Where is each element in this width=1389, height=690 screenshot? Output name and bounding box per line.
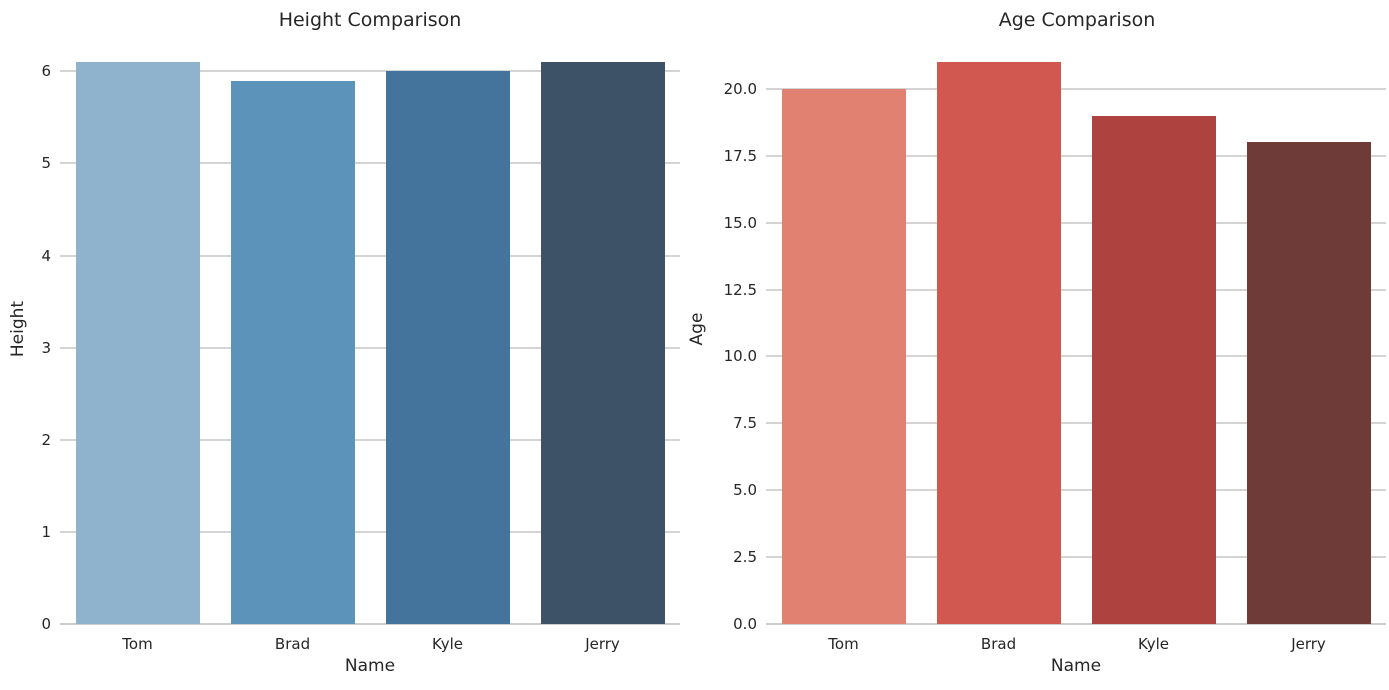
bar-tom bbox=[781, 88, 906, 624]
gridline bbox=[60, 254, 680, 257]
gridline bbox=[766, 422, 1386, 425]
x-tick-label: Tom bbox=[828, 635, 859, 653]
gridline bbox=[766, 556, 1386, 559]
x-tick-label: Kyle bbox=[431, 635, 464, 653]
y-tick-label: 0.0 bbox=[733, 615, 757, 633]
gridline bbox=[766, 489, 1386, 492]
bar-brad bbox=[936, 62, 1061, 624]
y-tick-label: 12.5 bbox=[723, 280, 757, 299]
gridline bbox=[60, 438, 680, 441]
y-tick-label: 20.0 bbox=[723, 79, 757, 98]
y-tick-label: 6 bbox=[41, 62, 51, 81]
x-tick-label: Tom bbox=[122, 635, 153, 653]
y-tick-label: 2 bbox=[41, 430, 51, 449]
x-axis-label: Name bbox=[1050, 656, 1102, 676]
y-tick-label: 4 bbox=[41, 246, 51, 265]
y-tick-label: 0 bbox=[41, 615, 51, 633]
x-tick-label: Jerry bbox=[1291, 635, 1326, 653]
x-tick-label: Brad bbox=[274, 635, 311, 653]
y-tick-label: 2.5 bbox=[733, 548, 757, 567]
gridline bbox=[766, 355, 1386, 358]
gridline bbox=[60, 346, 680, 349]
gridline bbox=[766, 221, 1386, 224]
y-tick-label: 17.5 bbox=[723, 146, 757, 165]
x-axis-line bbox=[766, 623, 1386, 625]
y-tick-label: 5 bbox=[41, 154, 51, 173]
gridline bbox=[60, 530, 680, 533]
plot-area: 0.0 2.5 5.0 7.5 10.0 12.5 15.0 17.5 20.0 Tom Brad K… bbox=[724, 34, 1386, 653]
y-tick-label: 10.0 bbox=[723, 347, 757, 366]
bar-jerry bbox=[540, 62, 665, 624]
gridline bbox=[766, 154, 1386, 157]
x-axis-line bbox=[60, 623, 680, 625]
y-tick-label: 1 bbox=[41, 522, 51, 541]
y-tick-label: 15.0 bbox=[723, 213, 757, 232]
bar-tom bbox=[75, 62, 200, 624]
gridline bbox=[60, 162, 680, 165]
plot-area: 0 1 2 3 4 5 6 Tom Brad Kyle Jerry bbox=[41, 34, 680, 653]
y-tick-label: 5.0 bbox=[733, 481, 757, 500]
y-tick-label: 7.5 bbox=[733, 414, 757, 433]
gridline bbox=[766, 87, 1386, 90]
gridline bbox=[766, 288, 1386, 291]
x-tick-label: Brad bbox=[980, 635, 1017, 653]
bar-brad bbox=[230, 80, 355, 624]
x-axis-label: Name bbox=[344, 656, 396, 676]
chart-title: Height Comparison bbox=[278, 9, 462, 31]
x-tick-label: Jerry bbox=[585, 635, 620, 653]
chart-title: Age Comparison bbox=[998, 9, 1156, 31]
x-tick-label: Kyle bbox=[1137, 635, 1170, 653]
bar-kyle bbox=[385, 71, 510, 624]
y-axis-label: Height bbox=[8, 300, 28, 358]
bar-kyle bbox=[1091, 115, 1216, 624]
y-axis-label: Age bbox=[687, 312, 707, 346]
y-tick-label: 3 bbox=[41, 338, 51, 357]
gridline bbox=[60, 70, 680, 73]
bar-jerry bbox=[1246, 142, 1371, 624]
